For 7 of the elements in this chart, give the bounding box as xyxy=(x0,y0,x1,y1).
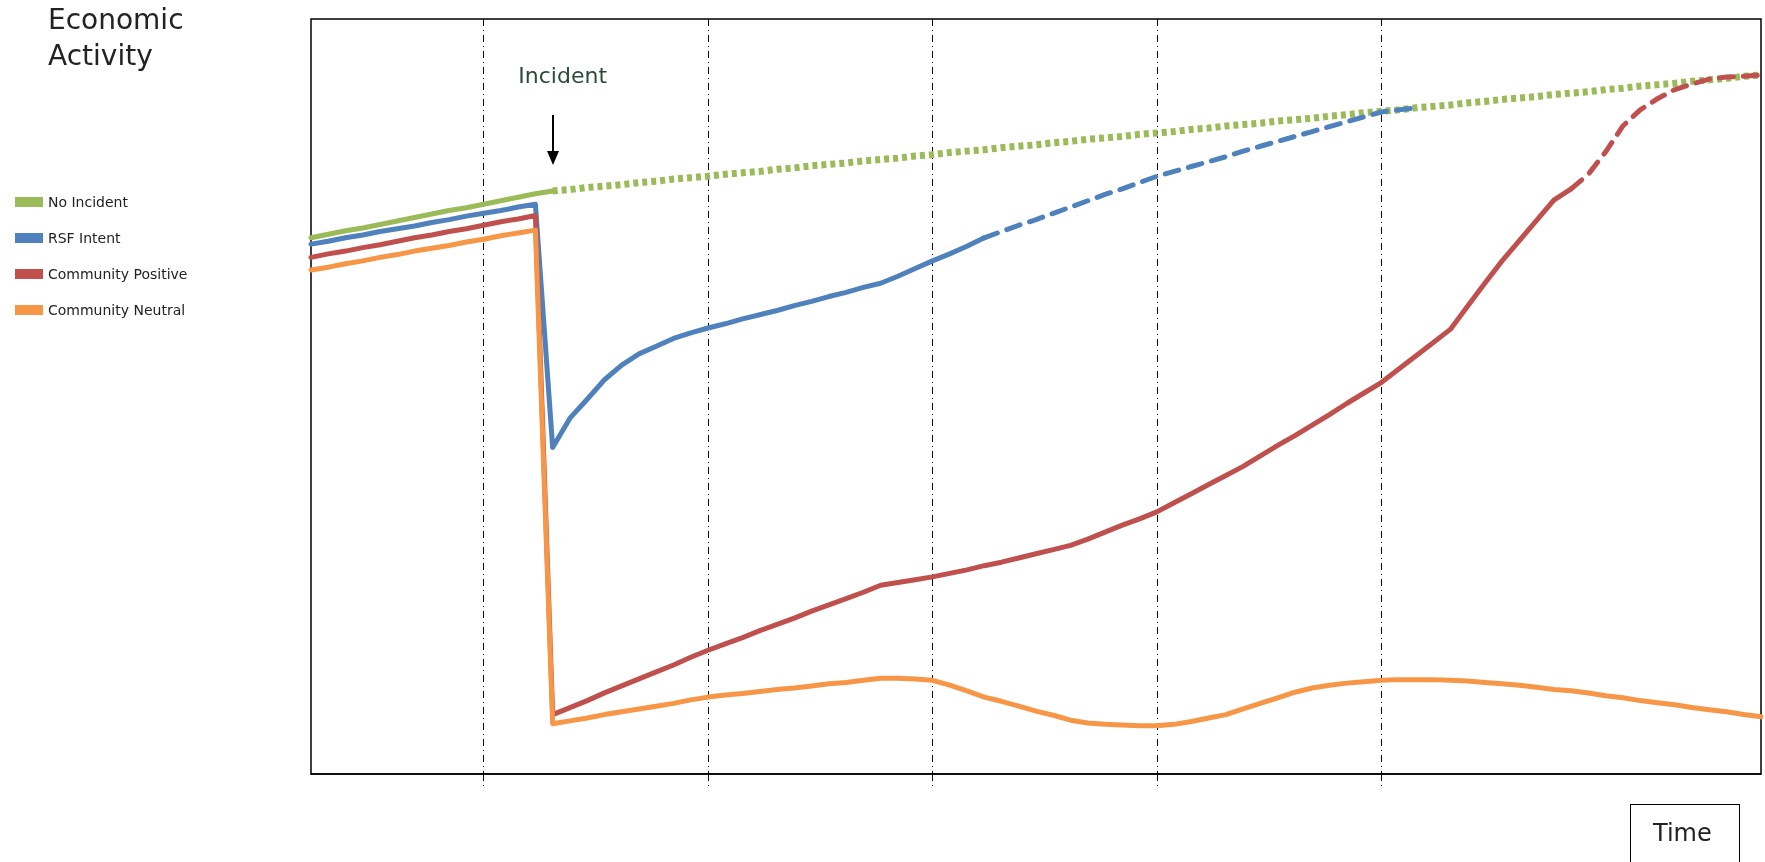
x-axis-title: Time xyxy=(1630,804,1740,862)
legend-label: Community Positive xyxy=(48,266,188,282)
y-axis-title: Economic Activity xyxy=(48,2,185,74)
legend-label: RSF Intent xyxy=(48,230,122,246)
legend-label: Community Neutral xyxy=(48,302,186,318)
annotation: Incident xyxy=(517,62,608,88)
legend-label: No Incident xyxy=(48,194,129,210)
